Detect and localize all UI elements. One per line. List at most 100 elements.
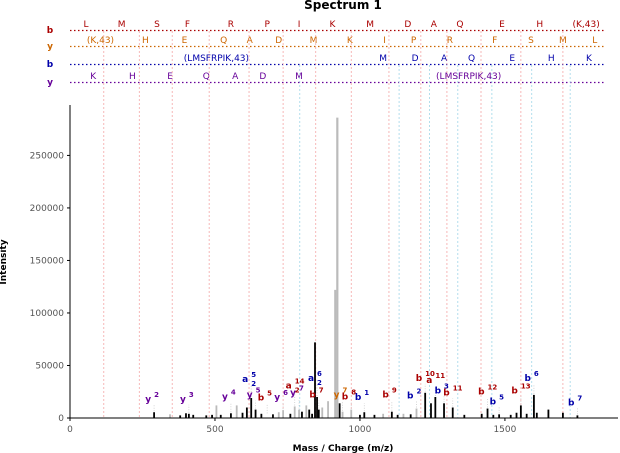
sequence-residue: H	[142, 36, 149, 46]
annotation-ion: y	[290, 389, 296, 399]
sequence-residue: L	[83, 20, 88, 30]
sequence-residue: E	[499, 20, 505, 30]
annotation-ion: b	[478, 388, 485, 398]
sequence-residue: I	[298, 20, 301, 30]
annotation-number: 1	[364, 389, 369, 397]
peak-annotation: b 13	[511, 382, 531, 405]
annotation-ion: b	[416, 374, 423, 384]
sequence-residue: R	[228, 20, 234, 30]
sequence-rows: b L M S F R P I K M D A Q E H (K,43) y (K,43) H E Q A D M K I P R F S…	[47, 20, 604, 88]
sequence-residue: S	[154, 20, 160, 30]
sequence-residue: K	[347, 36, 354, 46]
sequence-residue: D	[275, 36, 282, 46]
annotation-number: 6	[534, 370, 539, 378]
guide-lines	[103, 31, 571, 418]
annotation-number: 7	[319, 387, 324, 395]
peak-annotation: b 11	[443, 384, 463, 407]
annotation-number: 2	[154, 391, 159, 399]
sequence-residue: Q	[468, 54, 475, 64]
sequence-residue: F	[492, 36, 497, 46]
annotation-number: 3	[189, 391, 194, 399]
x-axis-label: Mass / Charge (m/z)	[293, 444, 394, 453]
sequence-residue: Q	[203, 72, 210, 82]
sequence-residue: M	[295, 72, 303, 82]
sequence-residue: E	[167, 72, 173, 82]
annotation-number: 3	[444, 382, 449, 390]
annotation-ion: b	[568, 398, 575, 408]
annotation-ion: b	[524, 374, 531, 384]
annotation-ion: b	[382, 391, 389, 401]
annotation-ion: y	[274, 393, 280, 403]
annotation-ion: y	[222, 392, 228, 402]
x-tick-label: 1000	[348, 425, 371, 435]
sequence-residue: H	[548, 54, 555, 64]
annotation-number: 11	[435, 372, 445, 380]
annotation-ion: a	[286, 381, 292, 391]
sequence-residue: L	[592, 36, 597, 46]
y-axis-label: Intensity	[0, 239, 9, 284]
sequence-residue: Q	[220, 36, 227, 46]
annotation-number: 5	[256, 387, 261, 395]
annotation-number: 6	[317, 370, 322, 378]
sequence-residue: H	[536, 20, 543, 30]
annotation-ion: b	[407, 392, 414, 402]
sequence-residue: A	[441, 54, 448, 64]
annotation-number: 14	[295, 377, 305, 385]
sequence-residue: Q	[456, 20, 463, 30]
sequence-residue: K	[90, 72, 97, 82]
annotation-number: 4	[231, 388, 236, 396]
sequence-residue: R	[447, 36, 453, 46]
annotation-number: 5	[267, 389, 272, 397]
peaks	[153, 117, 579, 418]
annotation-number: 12	[488, 384, 498, 392]
annotation-number: 11	[453, 384, 463, 392]
chart-title: Spectrum 1	[304, 0, 382, 12]
annotation-number: 2	[416, 388, 421, 396]
annotation-number: 9	[392, 387, 397, 395]
y-tick-label: 0	[58, 414, 64, 424]
annotation-ion: y	[247, 391, 253, 401]
y-tick-label: 250000	[30, 151, 65, 161]
annotation-ion: a	[308, 374, 314, 384]
peak-annotation: a 62	[308, 370, 322, 396]
annotation-number: 7	[299, 385, 304, 393]
sequence-residue: M	[310, 36, 318, 46]
annotation-ion: b	[435, 386, 442, 396]
annotation-number: 10	[425, 370, 435, 378]
sequence-residue: M	[379, 54, 387, 64]
y-tick-label: 50000	[35, 361, 64, 371]
x-tick-label: 0	[67, 425, 73, 435]
sequence-residue: S	[528, 36, 534, 46]
annotation-ion: b	[511, 386, 518, 396]
peak-annotation: b 10	[416, 370, 435, 392]
sequence-residue: K	[586, 54, 593, 64]
sequence-residue: (LMSFRPIK,43)	[436, 72, 501, 82]
x-tick-label: 1500	[493, 425, 516, 435]
annotation-ion: y	[334, 391, 340, 401]
annotation-ion: b	[342, 393, 349, 403]
sequence-residue: E	[509, 54, 515, 64]
y-tick-label: 200000	[30, 204, 65, 214]
sequence-residue: M	[366, 20, 374, 30]
annotation-number: 8	[351, 389, 356, 397]
annotation-number: 6	[283, 389, 288, 397]
annotation-ion: b	[355, 393, 362, 403]
annotation-number: 5	[251, 371, 256, 379]
sequence-residue: A	[232, 72, 239, 82]
sequence-residue: H	[129, 72, 136, 82]
sequence-row-label: b	[47, 60, 54, 70]
